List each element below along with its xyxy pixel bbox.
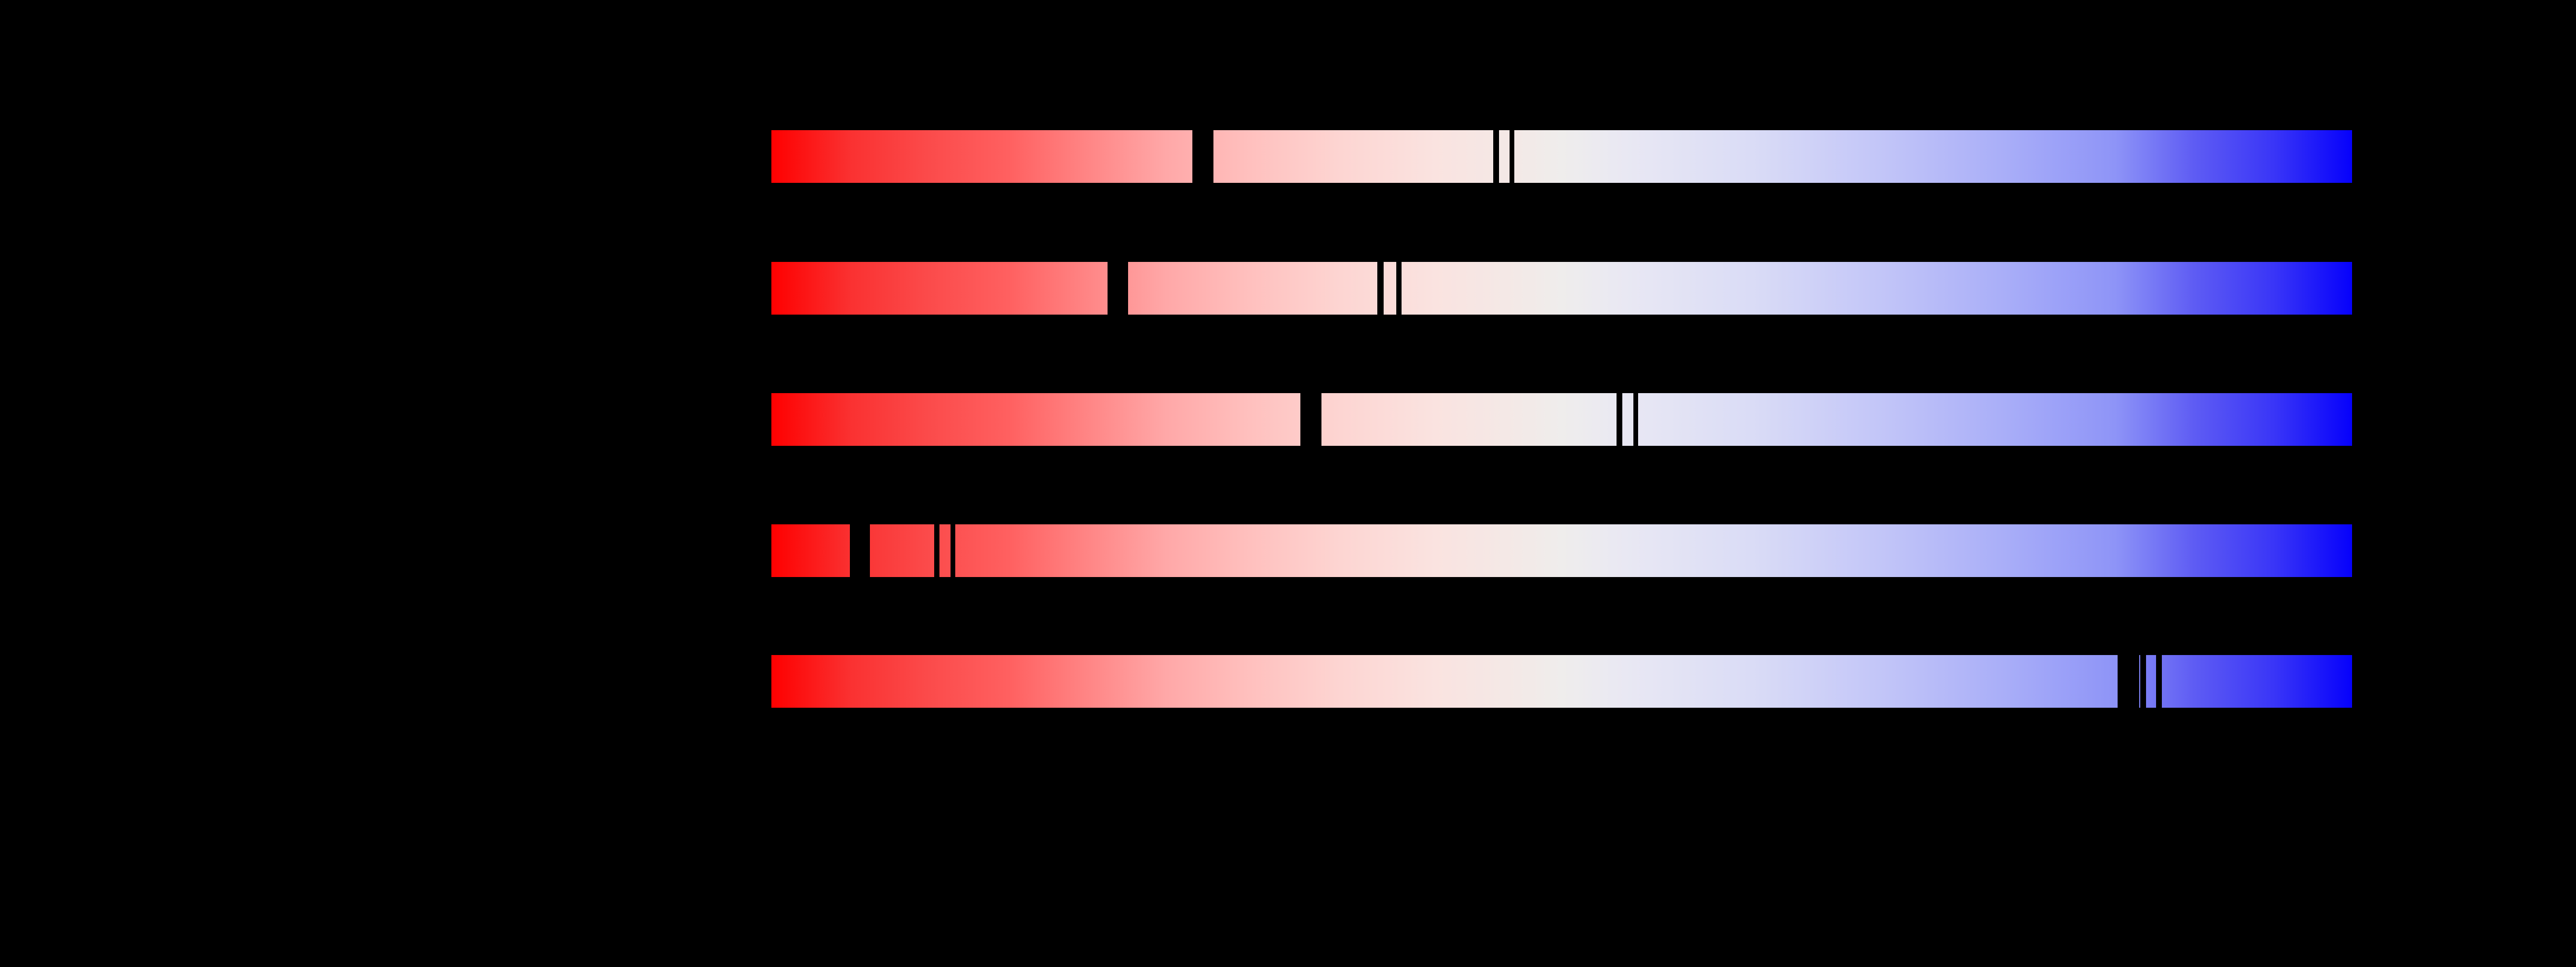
gradient-bar-row-3 [771,393,2352,446]
thin-marker-2-row-5 [2156,655,2162,708]
gradient-bar-row-2 [771,262,2352,315]
thin-marker-2-row-2 [1396,262,1402,315]
thick-marker-row-5 [2118,655,2139,708]
thick-marker-row-4 [850,524,870,577]
gradient-bar-row-1 [771,130,2352,183]
gradient-bar-row-5 [771,655,2352,708]
thin-marker-1-row-2 [1377,262,1384,315]
thin-marker-2-row-1 [1510,130,1514,183]
thin-marker-2-row-4 [951,524,955,577]
thin-marker-2-row-3 [1633,393,1638,446]
thick-marker-row-1 [1192,130,1213,183]
thick-marker-row-3 [1300,393,1321,446]
thin-marker-1-row-3 [1617,393,1622,446]
thin-marker-1-row-4 [934,524,939,577]
thin-marker-1-row-1 [1493,130,1499,183]
thin-marker-1-row-5 [2140,655,2146,708]
gradient-bar-row-4 [771,524,2352,577]
thick-marker-row-2 [1108,262,1128,315]
